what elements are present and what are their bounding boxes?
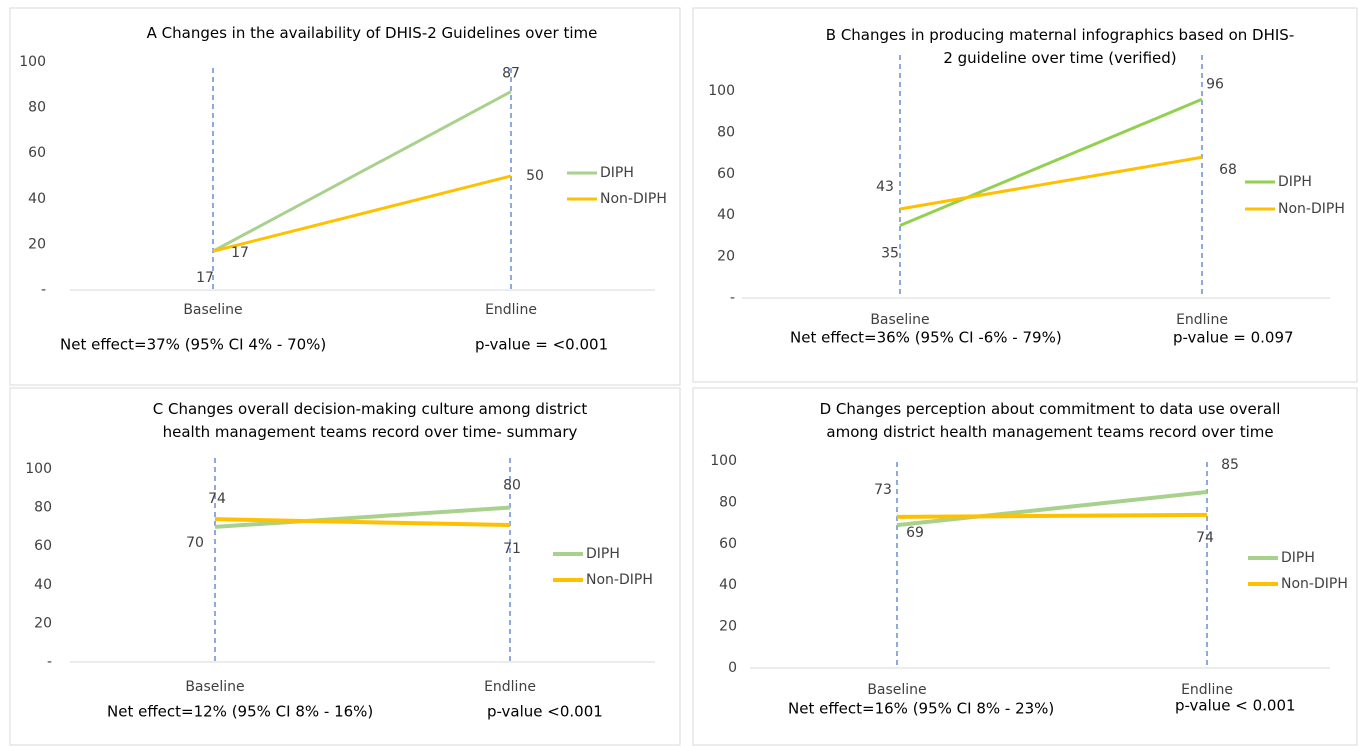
chart-title: A Changes in the availability of DHIS-2 … [146,24,598,42]
x-tick-label: Baseline [183,302,242,318]
y-tick-label: 20 [28,236,46,252]
legend-label: DIPH [1281,550,1315,566]
y-tick-label: - [730,290,735,306]
value-label: 74 [208,491,226,507]
series-line [212,174,512,253]
series-line [899,155,1203,211]
legend-label: DIPH [600,165,634,181]
value-label: 74 [1196,530,1214,546]
x-tick-label: Baseline [867,682,926,698]
y-tick-label: 100 [708,83,735,99]
y-tick-label: 60 [28,145,46,161]
legend-label: Non-DIPH [1281,576,1348,592]
value-label: 85 [1221,457,1239,473]
legend-label: Non-DIPH [586,572,653,588]
title-box: C Changes overall decision-making cultur… [152,400,588,448]
chart-title: C Changes overall decision-making cultur… [152,400,588,448]
y-tick-label: 20 [717,249,735,265]
title-box: A Changes in the availability of DHIS-2 … [146,24,598,42]
legend-label: DIPH [1278,174,1312,190]
series-line [214,505,511,529]
series-line [212,90,512,253]
series-line [896,512,1208,519]
chart-title: D Changes perception about commitment to… [819,400,1281,441]
x-tick-label: Baseline [870,312,929,328]
y-tick-label: 40 [28,191,46,207]
panel-border [9,7,681,386]
y-tick-label: 100 [19,54,46,70]
x-tick-label: Endline [485,302,537,318]
value-label: 50 [526,168,544,184]
y-tick-label: 40 [34,577,52,593]
series-line [899,97,1203,227]
legend-label: Non-DIPH [600,191,667,207]
y-tick-label: 80 [28,100,46,116]
panel-border [692,387,1358,746]
y-tick-label: - [47,654,52,670]
value-label: 17 [196,270,214,286]
y-tick-label: 100 [710,453,737,469]
y-tick-label: - [41,282,46,298]
value-label: 87 [502,66,520,82]
y-tick-label: 60 [719,536,737,552]
series-line [896,490,1208,528]
title-box: D Changes perception about commitment to… [819,400,1281,441]
chart-title: B Changes in producing maternal infograp… [825,26,1295,67]
panel-border [9,387,681,746]
value-label: 43 [876,179,894,195]
value-label: 73 [874,482,892,498]
y-tick-label: 20 [719,619,737,635]
value-label: 35 [881,246,899,262]
annotation: p-value = 0.097 [1173,329,1294,347]
x-tick-label: Baseline [185,679,244,695]
value-label: 70 [186,535,204,551]
annotation: p-value < 0.001 [1175,697,1296,715]
y-tick-label: 40 [717,207,735,223]
y-tick-label: 0 [728,660,737,676]
annotation: p-value = <0.001 [475,336,608,354]
title-box: B Changes in producing maternal infograp… [825,26,1295,67]
y-tick-label: 40 [719,577,737,593]
y-tick-label: 100 [25,461,52,477]
value-label: 68 [1219,162,1237,178]
value-label: 80 [503,478,521,494]
series-line [214,517,511,527]
annotation: p-value <0.001 [487,703,603,721]
y-tick-label: 80 [717,124,735,140]
annotation: Net effect=12% (95% CI 8% - 16%) [107,703,373,721]
legend-label: Non-DIPH [1278,201,1345,217]
y-tick-label: 20 [34,615,52,631]
panel-border [692,7,1358,383]
x-tick-label: Endline [484,679,536,695]
value-label: 17 [231,245,249,261]
value-label: 96 [1206,76,1224,92]
annotation: Net effect=36% (95% CI -6% - 79%) [790,329,1062,347]
x-tick-label: Endline [1181,682,1233,698]
value-label: 69 [906,525,924,541]
legend-label: DIPH [586,546,620,562]
y-tick-label: 60 [717,166,735,182]
y-tick-label: 80 [34,500,52,516]
x-tick-label: Endline [1176,312,1228,328]
value-label: 71 [503,541,521,557]
y-tick-label: 60 [34,538,52,554]
y-tick-label: 80 [719,494,737,510]
annotation: Net effect=37% (95% CI 4% - 70%) [60,336,326,354]
annotation: Net effect=16% (95% CI 8% - 23%) [788,700,1054,718]
